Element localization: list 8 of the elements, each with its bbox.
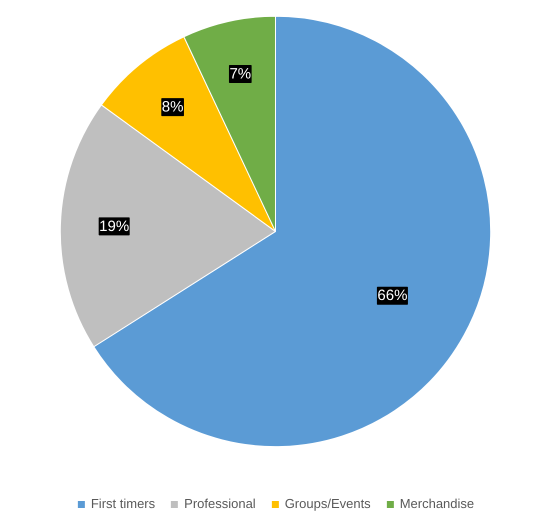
data-label: 19% xyxy=(99,218,130,235)
legend-label: Groups/Events xyxy=(284,496,371,511)
legend-label: Professional xyxy=(184,496,256,511)
legend-label: Merchandise xyxy=(400,496,474,511)
data-label: 7% xyxy=(229,65,252,82)
data-label: 8% xyxy=(162,98,184,116)
data-label: 66% xyxy=(377,287,408,304)
legend-label: First timers xyxy=(90,496,156,511)
